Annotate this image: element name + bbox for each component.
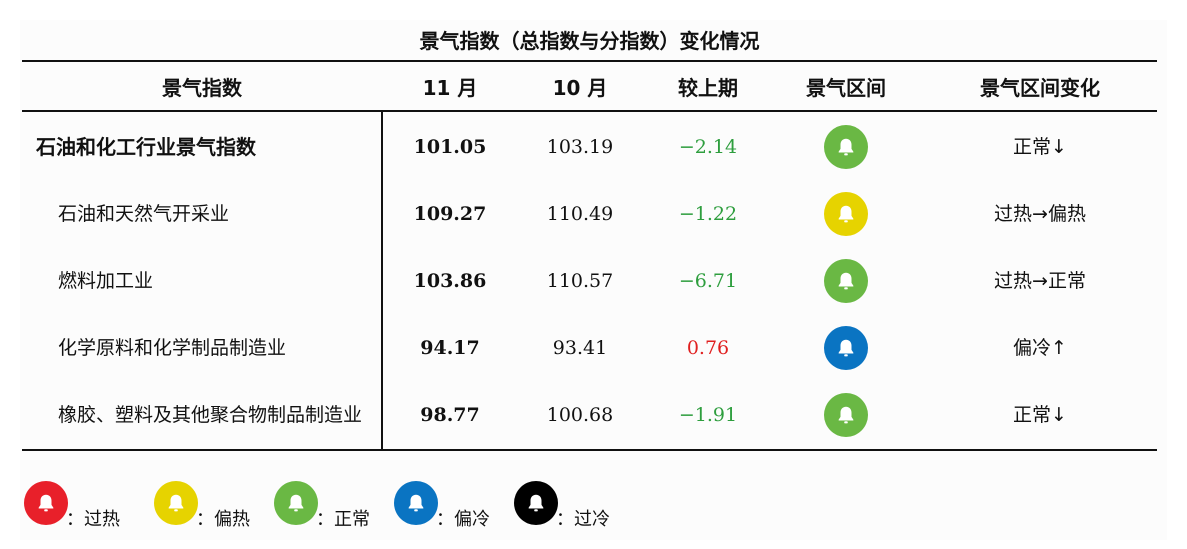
header-oct: 10 月: [552, 76, 608, 100]
row-nov: 98.77: [420, 404, 480, 426]
row-change: −1.22: [678, 203, 738, 225]
header-change: 较上期: [678, 76, 738, 100]
row-zone-change: 过热→正常: [994, 270, 1086, 292]
legend-label: ：偏冷: [436, 509, 490, 530]
page-background: [20, 20, 1167, 540]
legend-label: ：正常: [316, 509, 370, 530]
row-nov: 109.27: [413, 203, 487, 225]
legend-label: ：偏热: [196, 509, 250, 530]
header-index: 景气指数: [162, 76, 242, 100]
bell-icon: [824, 326, 868, 370]
row-nov: 94.17: [420, 337, 480, 359]
row-change: −2.14: [678, 136, 738, 158]
row-zone-change: 过热→偏热: [994, 203, 1086, 225]
row-name: 燃料加工业: [58, 270, 154, 292]
table-row: 橡胶、塑料及其他聚合物制品制造业 98.77 100.68 −1.91 正常↓: [22, 382, 1157, 448]
row-name: 化学原料和化学制品制造业: [58, 337, 287, 359]
row-oct: 93.41: [552, 337, 608, 359]
header-rule: [22, 110, 1157, 112]
table-row: 石油和天然气开采业 109.27 110.49 −1.22 过热→偏热: [22, 181, 1157, 247]
row-name: 橡胶、塑料及其他聚合物制品制造业: [58, 404, 363, 426]
bell-icon: [514, 481, 558, 525]
bell-icon: [824, 393, 868, 437]
row-nov: 101.05: [413, 136, 487, 158]
row-zone-change: 正常↓: [1013, 404, 1067, 426]
row-change: −1.91: [678, 404, 738, 426]
bottom-rule: [22, 449, 1157, 451]
table-title: 景气指数（总指数与分指数）变化情况: [419, 29, 760, 53]
legend-label: ：过热: [66, 509, 120, 530]
bell-icon: [24, 481, 68, 525]
bell-icon: [824, 192, 868, 236]
row-name: 石油和化工行业景气指数: [36, 135, 256, 159]
row-oct: 103.19: [546, 136, 614, 158]
row-oct: 100.68: [546, 404, 614, 426]
row-zone-change: 偏冷↑: [1013, 337, 1067, 359]
row-oct: 110.57: [546, 270, 614, 292]
row-zone-change: 正常↓: [1013, 136, 1067, 158]
bell-icon: [824, 259, 868, 303]
header-zone: 景气区间: [806, 76, 886, 100]
row-change: −6.71: [678, 270, 738, 292]
row-oct: 110.49: [546, 203, 614, 225]
top-rule: [22, 60, 1157, 62]
row-nov: 103.86: [413, 270, 487, 292]
row-change: 0.76: [686, 337, 730, 359]
bell-icon: [824, 125, 868, 169]
table-row: 燃料加工业 103.86 110.57 −6.71 过热→正常: [22, 248, 1157, 314]
header-nov: 11 月: [422, 76, 478, 100]
header-zone-change: 景气区间变化: [980, 76, 1100, 100]
table-row: 化学原料和化学制品制造业 94.17 93.41 0.76 偏冷↑: [22, 315, 1157, 381]
column-divider: [381, 111, 383, 450]
bell-icon: [274, 481, 318, 525]
legend-label: ：过冷: [556, 509, 610, 530]
bell-icon: [154, 481, 198, 525]
bell-icon: [394, 481, 438, 525]
table-row: 石油和化工行业景气指数 101.05 103.19 −2.14 正常↓: [22, 114, 1157, 180]
row-name: 石油和天然气开采业: [58, 203, 230, 225]
